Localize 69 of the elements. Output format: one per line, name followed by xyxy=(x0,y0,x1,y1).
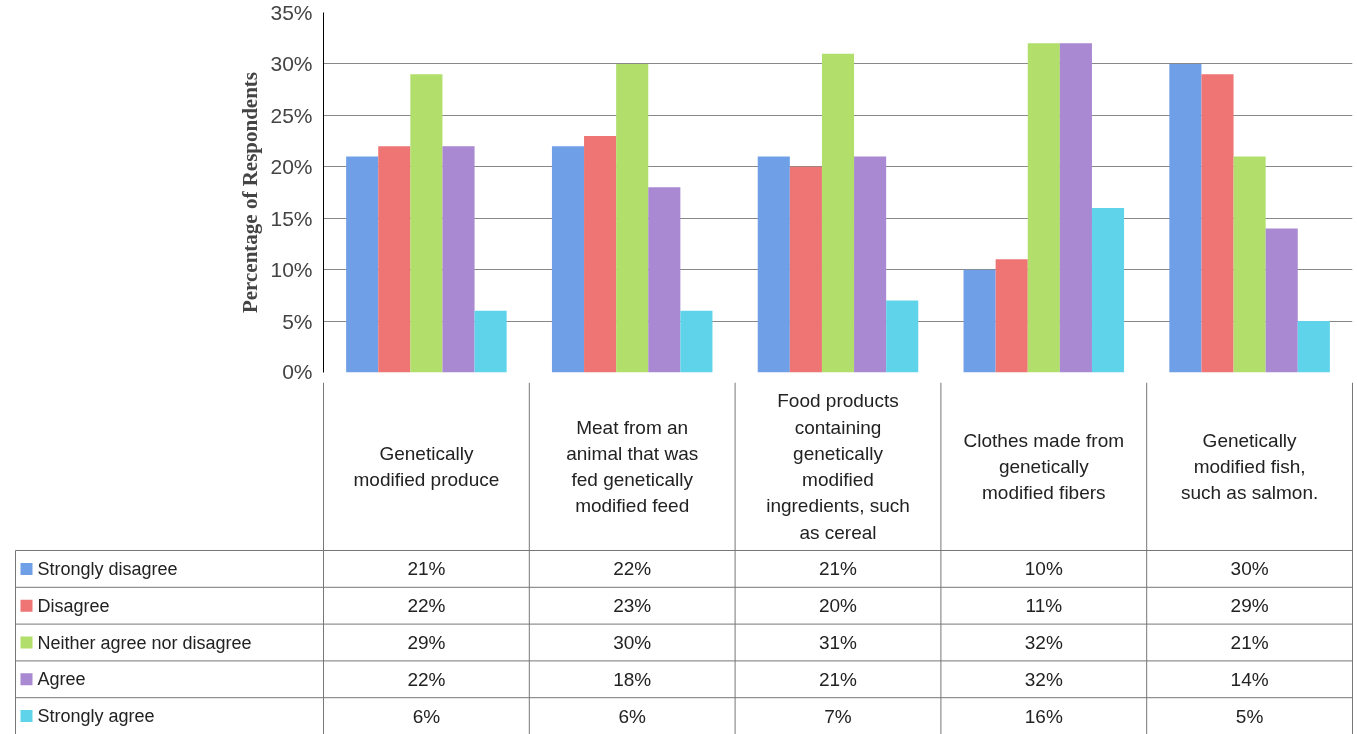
bar xyxy=(346,156,379,373)
y-tick-label: 5% xyxy=(282,309,313,333)
data-label: 29% xyxy=(1230,595,1269,617)
data-label: 31% xyxy=(818,632,858,653)
y-tick-label: 0% xyxy=(282,359,313,383)
data-label: 21% xyxy=(407,558,446,580)
data-label: 22% xyxy=(407,595,446,617)
x-tick-label: Clothes made from genetically modified fibers xyxy=(963,429,1125,504)
data-label: 16% xyxy=(1024,705,1063,727)
y-tick-label: 35% xyxy=(270,1,313,24)
bar xyxy=(1027,43,1060,373)
bar xyxy=(995,259,1028,373)
data-label: 29% xyxy=(407,632,446,653)
data-label: 22% xyxy=(613,558,652,580)
x-tick-label: Meat from an animal that was fed genetically modified feed xyxy=(566,416,699,517)
x-tick-label: Genetically modified fish, such as salmon. xyxy=(1180,429,1319,504)
bar xyxy=(1201,74,1234,373)
y-tick-label: 15% xyxy=(270,206,313,230)
data-label: 11% xyxy=(1025,595,1063,617)
legend-label: Strongly disagree xyxy=(37,558,178,579)
data-label: 6% xyxy=(618,705,647,727)
bar xyxy=(757,156,790,373)
bar xyxy=(551,146,585,373)
data-label: 14% xyxy=(1230,668,1269,690)
y-axis-title: Percentage of Respondents xyxy=(238,71,263,314)
legend-label: Disagree xyxy=(37,595,110,616)
bar xyxy=(821,53,855,373)
data-label: 30% xyxy=(1230,558,1269,580)
bar xyxy=(963,269,996,373)
data-label: 23% xyxy=(613,595,652,617)
legend-label: Neither agree nor disagree xyxy=(37,632,252,653)
data-label: 21% xyxy=(1230,632,1269,653)
bar xyxy=(442,146,475,373)
data-label: 20% xyxy=(818,595,858,617)
bar xyxy=(378,146,411,373)
bar xyxy=(1297,321,1330,373)
data-label: 10% xyxy=(1024,558,1063,580)
x-tick-label: Genetically modified produce xyxy=(353,442,500,491)
data-label: 22% xyxy=(407,668,446,690)
data-label: 32% xyxy=(1024,632,1063,653)
bar xyxy=(789,166,822,373)
data-label: 18% xyxy=(613,668,652,690)
bar xyxy=(474,310,507,373)
bar xyxy=(680,310,713,373)
bar xyxy=(886,300,919,373)
bar xyxy=(1169,63,1202,373)
data-label: 7% xyxy=(824,705,852,727)
bar xyxy=(1091,207,1125,373)
y-tick-label: 25% xyxy=(270,103,313,127)
y-tick-label: 20% xyxy=(270,155,313,179)
y-tick-label: 30% xyxy=(270,52,313,76)
x-tick-label: Food products containing genetically modified ingredients, such as cereal xyxy=(766,390,910,543)
bar xyxy=(616,63,649,373)
data-label: 30% xyxy=(613,632,652,653)
bar xyxy=(1059,43,1092,373)
bar xyxy=(410,74,443,373)
bar xyxy=(1233,156,1266,373)
data-label: 32% xyxy=(1024,668,1063,690)
data-label: 21% xyxy=(818,668,858,690)
bar xyxy=(1265,228,1298,373)
bar xyxy=(854,156,887,373)
data-label: 6% xyxy=(412,705,441,727)
data-label: 5% xyxy=(1235,705,1264,727)
bar xyxy=(648,187,681,373)
legend-label: Agree xyxy=(37,669,86,690)
y-tick-label: 10% xyxy=(270,258,313,282)
bar xyxy=(584,135,617,373)
data-label: 21% xyxy=(818,558,858,580)
legend-label: Strongly agree xyxy=(37,706,155,727)
